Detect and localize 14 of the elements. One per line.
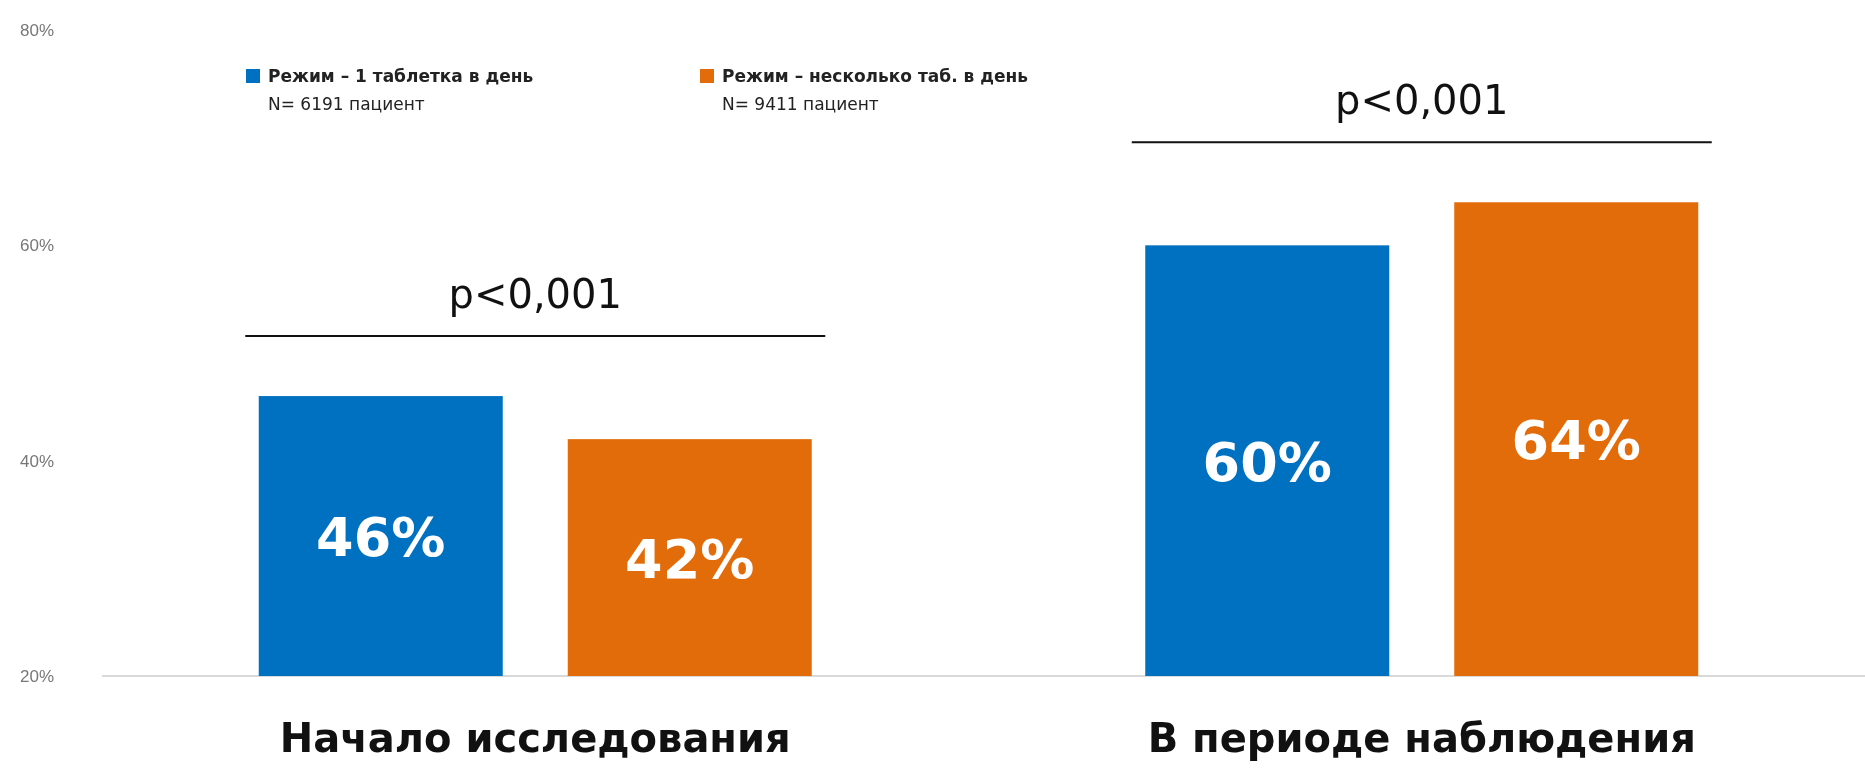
- data-label: 64%: [1511, 409, 1641, 473]
- data-label: 42%: [625, 527, 755, 591]
- x-tick-label: В периоде наблюдения: [1147, 715, 1696, 761]
- legend-label: Режим – 1 таблетка в день N= 6191 пациент: [268, 66, 534, 114]
- annotation: p<0,001: [448, 271, 622, 318]
- y-tick-label: 60%: [19, 236, 54, 256]
- legend-label: Режим – несколько таб. в день N= 9411 пациент: [722, 66, 1028, 114]
- y-tick-label: 80%: [19, 20, 54, 40]
- y-tick-label: 40%: [19, 451, 54, 471]
- x-tick-label: Начало исследования: [279, 715, 791, 761]
- data-label: 60%: [1202, 430, 1332, 494]
- y-tick-label: 20%: [19, 666, 54, 686]
- annotation: p<0,001: [1335, 77, 1509, 124]
- data-label: 46%: [316, 506, 446, 570]
